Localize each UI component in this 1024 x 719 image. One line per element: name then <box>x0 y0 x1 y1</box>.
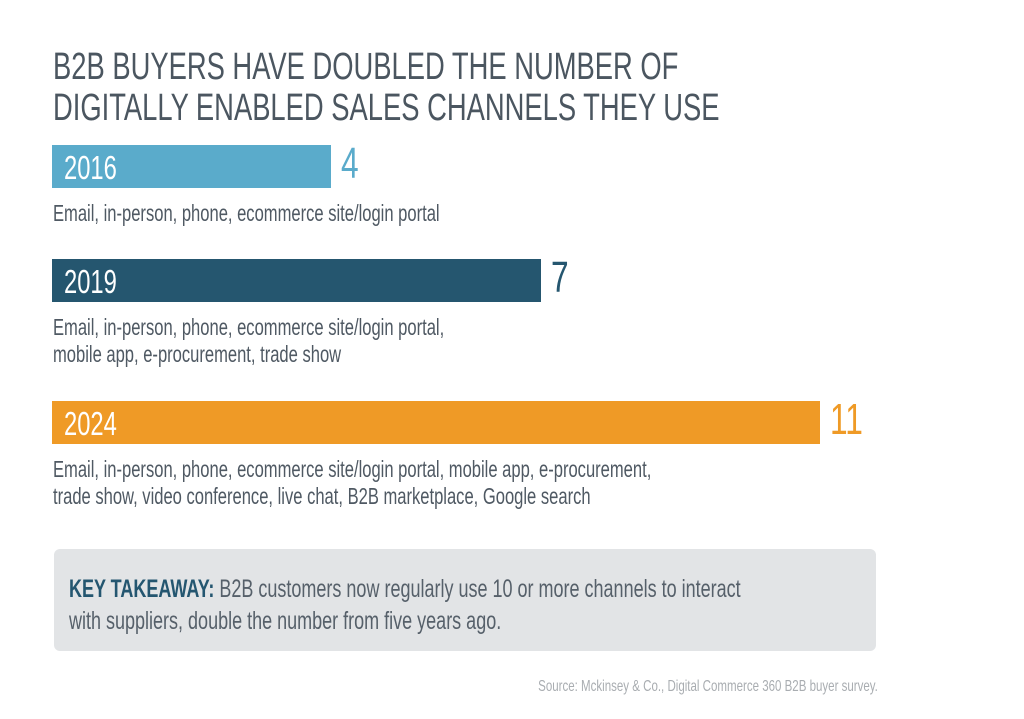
bar-value-label: 11 <box>829 395 863 444</box>
bar-value-label: 7 <box>550 253 569 302</box>
takeaway-text-1: B2B customers now regularly use 10 or mo… <box>219 575 741 603</box>
key-takeaway-box: KEY TAKEAWAY: B2B customers now regularl… <box>54 549 876 651</box>
bar-description: mobile app, e-procurement, trade show <box>53 341 342 367</box>
bar-description: trade show, video conference, live chat,… <box>53 483 591 509</box>
bar-value-label: 4 <box>341 139 359 188</box>
bar-year-label: 2024 <box>64 405 117 442</box>
chart-title-line-2: DIGITALLY ENABLED SALES CHANNELS THEY US… <box>53 87 720 129</box>
bar-2019: 2019 <box>52 259 541 302</box>
bar-2016: 2016 <box>52 145 332 188</box>
bar-2024: 2024 <box>52 401 820 444</box>
takeaway-text-2: with suppliers, double the number from f… <box>69 607 502 635</box>
bar-year-label: 2019 <box>64 263 117 300</box>
bar-description: Email, in-person, phone, ecommerce site/… <box>53 200 440 226</box>
bar-year-label: 2016 <box>64 149 117 186</box>
source-note: Source: Mckinsey & Co., Digital Commerce… <box>538 678 878 695</box>
bar-description: Email, in-person, phone, ecommerce site/… <box>53 314 445 340</box>
bar-description: Email, in-person, phone, ecommerce site/… <box>53 456 652 482</box>
takeaway-label: KEY TAKEAWAY: <box>69 575 215 603</box>
chart-title-line-1: B2B BUYERS HAVE DOUBLED THE NUMBER OF <box>53 46 679 88</box>
